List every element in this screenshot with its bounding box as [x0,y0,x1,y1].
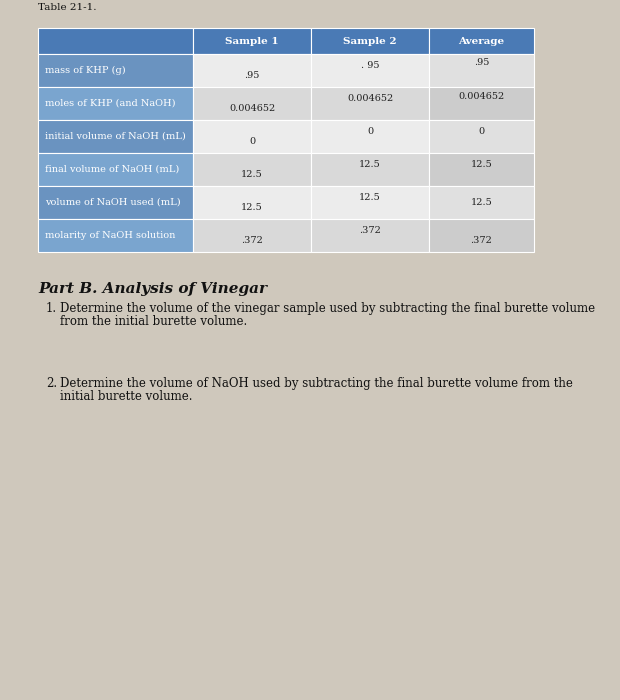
Text: molarity of NaOH solution: molarity of NaOH solution [45,231,175,240]
Bar [193,87,311,120]
Bar [38,28,193,54]
Text: 0.004652: 0.004652 [347,94,393,103]
Bar [311,153,429,186]
Text: 0: 0 [249,137,255,146]
Text: Determine the volume of NaOH used by subtracting the final burette volume from t: Determine the volume of NaOH used by sub… [60,377,573,390]
Text: 12.5: 12.5 [359,160,381,169]
Text: Sample 2: Sample 2 [343,36,397,46]
Text: Part B. Analysis of Vinegar: Part B. Analysis of Vinegar [38,282,267,296]
Bar [193,120,311,153]
Text: .372: .372 [241,236,263,245]
Text: . 95: . 95 [361,61,379,70]
Text: volume of NaOH used (mL): volume of NaOH used (mL) [45,198,180,207]
Text: 12.5: 12.5 [359,193,381,202]
Bar [193,219,311,252]
Text: 0.004652: 0.004652 [229,104,275,113]
Bar [38,219,193,252]
Bar [38,186,193,219]
Text: 12.5: 12.5 [471,160,492,169]
Bar [193,54,311,87]
Bar [38,54,193,87]
Text: mass of KHP (g): mass of KHP (g) [45,66,126,75]
Bar [193,186,311,219]
Text: 12.5: 12.5 [241,170,263,179]
Text: Table 21-1.: Table 21-1. [38,3,97,12]
Text: 1.: 1. [46,302,57,315]
Bar [38,87,193,120]
Bar [311,219,429,252]
Text: initial volume of NaOH (mL): initial volume of NaOH (mL) [45,132,186,141]
Text: 12.5: 12.5 [241,203,263,212]
Text: Average: Average [458,36,505,46]
Text: .95: .95 [474,58,489,66]
Bar [429,120,534,153]
Text: initial burette volume.: initial burette volume. [60,390,192,403]
Bar [429,28,534,54]
Text: .372: .372 [471,236,492,245]
Bar [193,153,311,186]
Bar [429,87,534,120]
Bar [429,153,534,186]
Text: .95: .95 [244,71,260,80]
Bar [311,28,429,54]
Bar [193,28,311,54]
Bar [429,186,534,219]
Bar [38,153,193,186]
Text: 0.004652: 0.004652 [458,92,505,102]
Bar [38,120,193,153]
Text: Sample 1: Sample 1 [225,36,279,46]
Text: Determine the volume of the vinegar sample used by subtracting the final burette: Determine the volume of the vinegar samp… [60,302,595,315]
Text: from the initial burette volume.: from the initial burette volume. [60,315,247,328]
Text: 0: 0 [367,127,373,136]
Text: 2.: 2. [46,377,57,390]
Bar [429,219,534,252]
Text: moles of KHP (and NaOH): moles of KHP (and NaOH) [45,99,175,108]
Bar [311,87,429,120]
Text: 0: 0 [479,127,485,136]
Bar [311,186,429,219]
Text: 12.5: 12.5 [471,198,492,207]
Bar [311,54,429,87]
Text: .372: .372 [359,226,381,235]
Text: final volume of NaOH (mL): final volume of NaOH (mL) [45,165,179,174]
Bar [429,54,534,87]
Bar [311,120,429,153]
